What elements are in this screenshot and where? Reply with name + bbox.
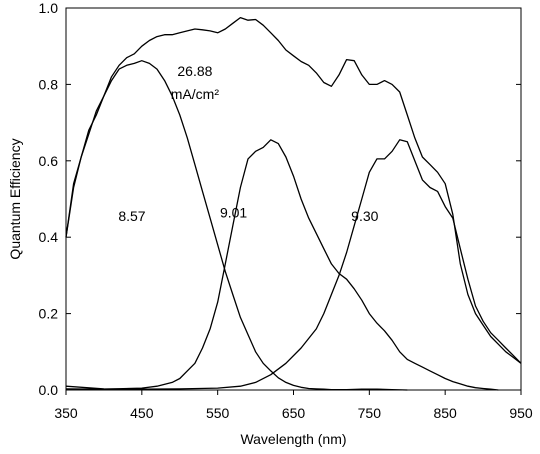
annotation-label: 8.57 <box>118 208 145 224</box>
x-tick-label: 850 <box>433 405 457 421</box>
y-tick-label: 0.8 <box>39 76 59 92</box>
y-tick-label: 1.0 <box>39 0 59 16</box>
x-tick-label: 450 <box>130 405 154 421</box>
annotation-label: mA/cm² <box>171 86 220 102</box>
annotation-label: 26.88 <box>177 63 212 79</box>
series-line-2 <box>65 60 408 391</box>
x-tick-label: 350 <box>54 405 78 421</box>
series-lines <box>65 16 522 391</box>
x-tick-label: 650 <box>282 405 306 421</box>
y-axis-title: Quantum Efficiency <box>7 138 23 259</box>
x-tick-label: 950 <box>509 405 533 421</box>
series-line-1 <box>65 16 522 364</box>
x-tick-label: 750 <box>358 405 382 421</box>
annotation-label: 9.01 <box>220 204 247 220</box>
y-axis-ticks: 0.0 0.2 0.4 0.6 0.8 1.0 <box>39 0 521 398</box>
y-tick-label: 0.6 <box>39 153 59 169</box>
y-tick-label: 0.4 <box>39 229 59 245</box>
x-axis-title: Wavelength (nm) <box>240 431 346 447</box>
plot-frame <box>65 7 522 391</box>
series-line-3 <box>65 139 499 391</box>
annotations: 26.88 mA/cm² 8.57 9.01 9.30 <box>118 63 378 224</box>
plot-border <box>65 7 522 391</box>
annotation-label: 9.30 <box>351 208 378 224</box>
series-line-4 <box>65 139 522 390</box>
y-tick-label: 0.0 <box>39 382 59 398</box>
x-axis-ticks: 350 450 550 650 750 850 950 <box>54 390 533 421</box>
y-tick-label: 0.2 <box>39 306 59 322</box>
x-tick-label: 550 <box>206 405 230 421</box>
